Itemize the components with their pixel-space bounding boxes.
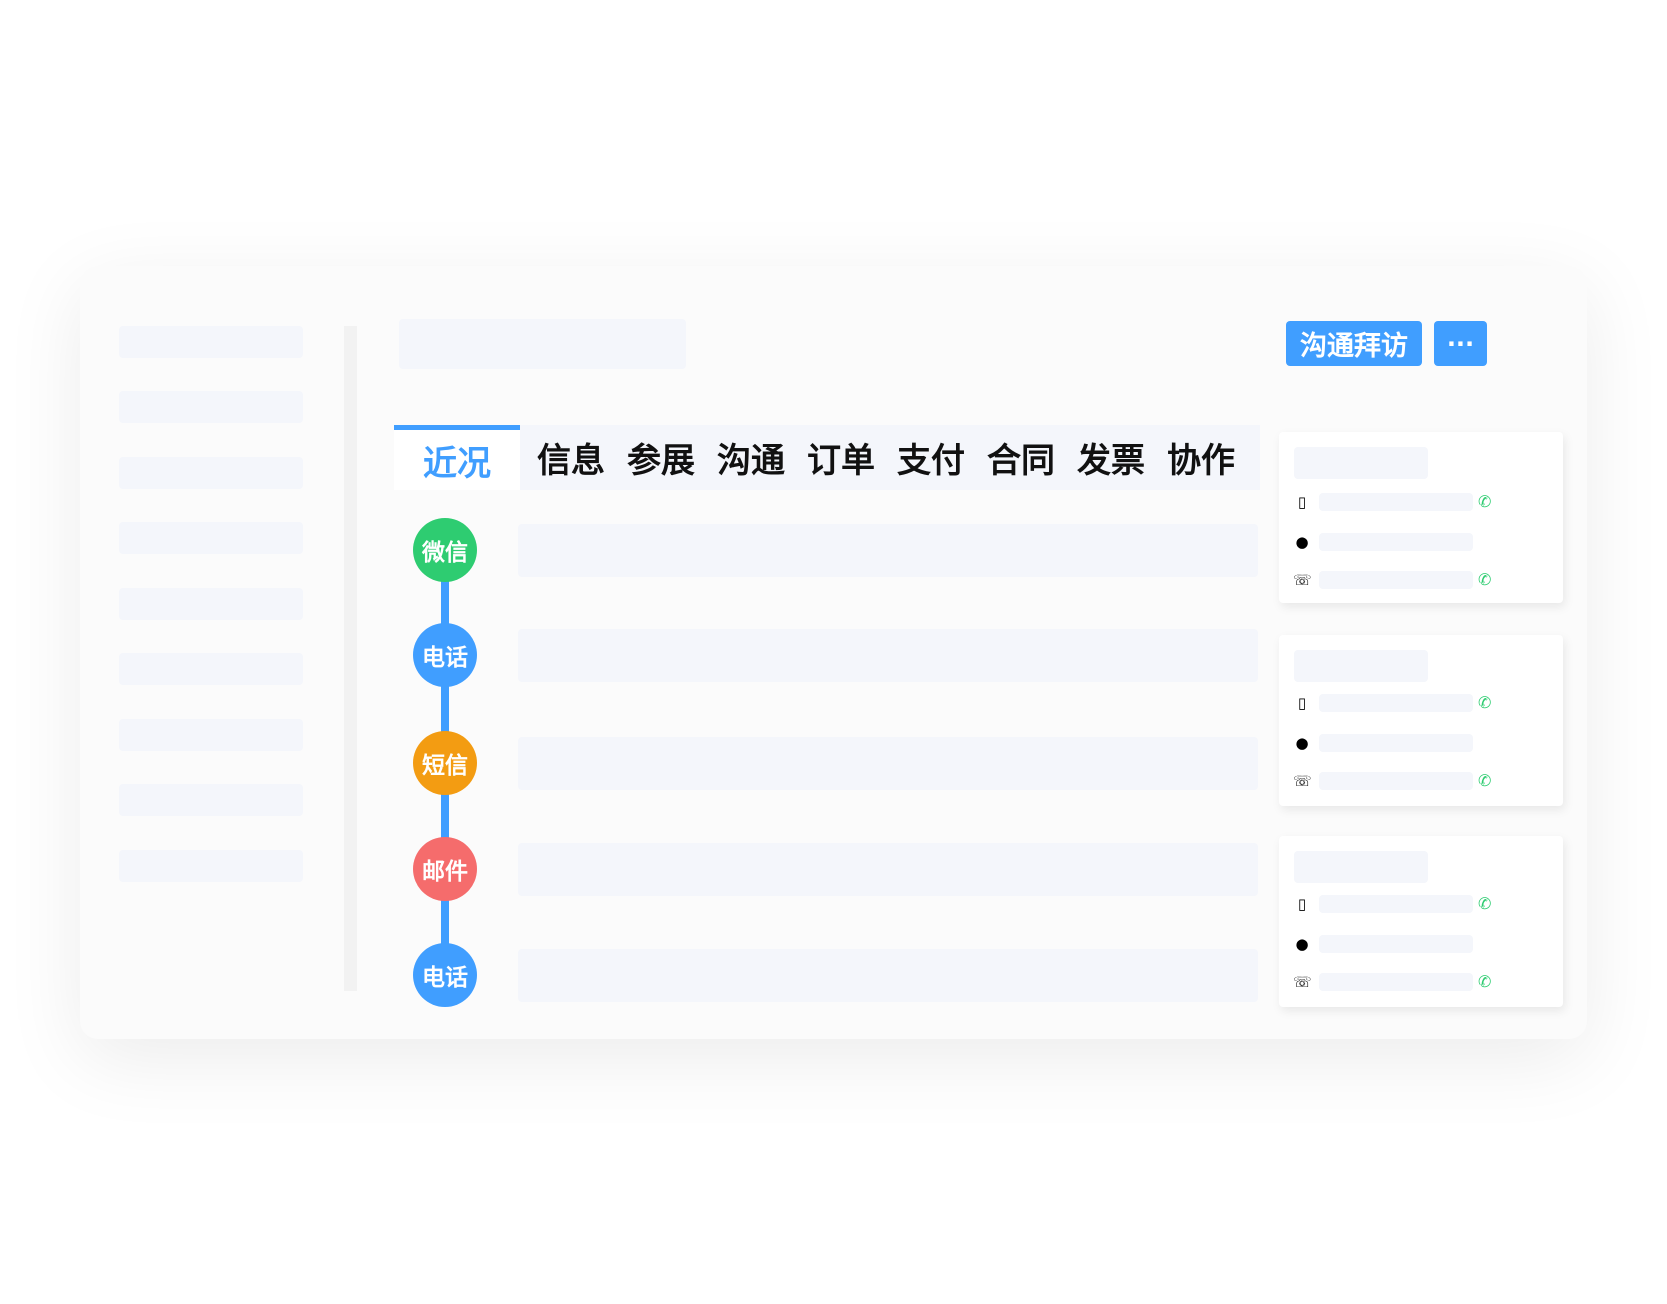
more-button[interactable]: ··· — [1434, 321, 1487, 366]
landline-icon: ☏ — [1293, 772, 1312, 790]
mobile-icon: ▯ — [1297, 493, 1307, 511]
timeline-row[interactable] — [518, 843, 1258, 896]
phone-call-icon[interactable]: ✆ — [1478, 693, 1492, 712]
sidebar-item[interactable] — [119, 391, 303, 423]
tab-invoice[interactable]: 发票 — [1077, 441, 1145, 481]
tab-orders[interactable]: 订单 — [807, 441, 875, 481]
mobile-icon: ▯ — [1297, 694, 1307, 712]
contact-name-placeholder — [1294, 851, 1428, 883]
contact-card: ▯ ✆ ● ☏ ✆ — [1279, 836, 1563, 1007]
tab-bar: 近况 信息 参展 沟通 订单 支付 合同 发票 协作 — [394, 425, 1260, 490]
wechat-icon: ● — [1295, 533, 1309, 551]
timeline-dot-sms: 短信 — [413, 731, 477, 795]
mobile-number-placeholder — [1319, 493, 1473, 511]
timeline-row[interactable] — [518, 629, 1258, 682]
sidebar-item[interactable] — [119, 784, 303, 816]
landline-number-placeholder — [1319, 973, 1473, 991]
tab-collaboration[interactable]: 协作 — [1167, 441, 1235, 481]
phone-call-icon[interactable]: ✆ — [1478, 492, 1492, 511]
timeline-dot-phone: 电话 — [413, 943, 477, 1007]
landline-icon: ☏ — [1293, 973, 1312, 991]
visit-button[interactable]: 沟通拜访 — [1286, 321, 1422, 366]
wechat-icon: ● — [1295, 734, 1309, 752]
main-panel: 沟通拜访 ··· 近况 信息 参展 沟通 订单 支付 合同 发票 协作 微信 电… — [80, 266, 1587, 1039]
contact-card: ▯ ✆ ● ☏ ✆ — [1279, 432, 1563, 603]
sidebar-item[interactable] — [119, 719, 303, 751]
timeline-row[interactable] — [518, 524, 1258, 577]
phone-call-icon[interactable]: ✆ — [1478, 570, 1492, 589]
sidebar-item[interactable] — [119, 326, 303, 358]
sidebar-item[interactable] — [119, 850, 303, 882]
mobile-number-placeholder — [1319, 895, 1473, 913]
tab-payment[interactable]: 支付 — [897, 441, 965, 481]
page-title-placeholder — [399, 319, 686, 369]
tab-overview[interactable]: 近况 — [394, 425, 520, 490]
sidebar-divider — [344, 326, 357, 991]
timeline-row[interactable] — [518, 737, 1258, 790]
contact-name-placeholder — [1294, 447, 1428, 479]
sidebar-item[interactable] — [119, 522, 303, 554]
landline-number-placeholder — [1319, 772, 1473, 790]
sidebar-item[interactable] — [119, 457, 303, 489]
mobile-number-placeholder — [1319, 694, 1473, 712]
wechat-icon: ● — [1295, 935, 1309, 953]
contact-card: ▯ ✆ ● ☏ ✆ — [1279, 635, 1563, 806]
timeline-dot-email: 邮件 — [413, 837, 477, 901]
tab-contract[interactable]: 合同 — [987, 441, 1055, 481]
contact-name-placeholder — [1294, 650, 1428, 682]
tab-communication[interactable]: 沟通 — [717, 441, 785, 481]
timeline-dot-wechat: 微信 — [413, 518, 477, 582]
phone-call-icon[interactable]: ✆ — [1478, 894, 1492, 913]
sidebar-item[interactable] — [119, 588, 303, 620]
sidebar-item[interactable] — [119, 653, 303, 685]
timeline-row[interactable] — [518, 949, 1258, 1002]
wechat-id-placeholder — [1319, 533, 1473, 551]
mobile-icon: ▯ — [1297, 895, 1307, 913]
tab-info[interactable]: 信息 — [537, 441, 605, 481]
phone-call-icon[interactable]: ✆ — [1478, 771, 1492, 790]
tab-exhibition[interactable]: 参展 — [627, 441, 695, 481]
landline-number-placeholder — [1319, 571, 1473, 589]
landline-icon: ☏ — [1293, 571, 1312, 589]
timeline-dot-phone: 电话 — [413, 623, 477, 687]
wechat-id-placeholder — [1319, 935, 1473, 953]
wechat-id-placeholder — [1319, 734, 1473, 752]
phone-call-icon[interactable]: ✆ — [1478, 972, 1492, 991]
